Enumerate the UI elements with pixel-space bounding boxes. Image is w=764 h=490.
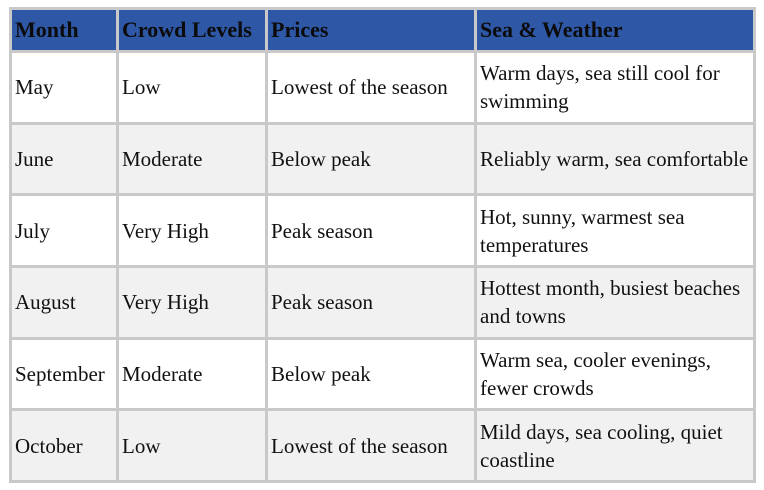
header-month: Month [12,10,116,50]
cell-sea-weather: Hot, sunny, warmest sea temperatures [477,196,753,265]
travel-season-table: Month Crowd Levels Prices Sea & Weather … [9,7,756,483]
header-crowd-levels: Crowd Levels [119,10,265,50]
cell-month: June [12,124,116,194]
cell-prices: Below peak [268,339,474,409]
cell-month: September [12,339,116,409]
cell-month: August [12,267,116,337]
table-row: July Very High Peak season Hot, sunny, w… [12,196,753,265]
table-row: September Moderate Below peak Warm sea, … [12,339,753,409]
table-row: May Low Lowest of the season Warm days, … [12,53,753,122]
cell-sea-weather: Reliably warm, sea comfortable [477,124,753,194]
cell-crowd-level: Low [119,53,265,122]
cell-month: May [12,53,116,122]
cell-sea-weather: Mild days, sea cooling, quiet coastline [477,411,753,480]
table-row: June Moderate Below peak Reliably warm, … [12,124,753,194]
cell-prices: Lowest of the season [268,53,474,122]
cell-prices: Lowest of the season [268,411,474,480]
table-header-row: Month Crowd Levels Prices Sea & Weather [12,10,753,50]
cell-month: October [12,411,116,480]
cell-sea-weather: Hottest month, busiest beaches and towns [477,267,753,337]
cell-crowd-level: Low [119,411,265,480]
cell-sea-weather: Warm sea, cooler evenings, fewer crowds [477,339,753,409]
header-sea-weather: Sea & Weather [477,10,753,50]
cell-crowd-level: Moderate [119,124,265,194]
cell-prices: Peak season [268,196,474,265]
travel-season-table-container: Month Crowd Levels Prices Sea & Weather … [9,7,756,483]
cell-crowd-level: Very High [119,196,265,265]
cell-crowd-level: Moderate [119,339,265,409]
header-prices: Prices [268,10,474,50]
cell-crowd-level: Very High [119,267,265,337]
cell-sea-weather: Warm days, sea still cool for swimming [477,53,753,122]
cell-month: July [12,196,116,265]
table-row: August Very High Peak season Hottest mon… [12,267,753,337]
cell-prices: Peak season [268,267,474,337]
table-row: October Low Lowest of the season Mild da… [12,411,753,480]
cell-prices: Below peak [268,124,474,194]
